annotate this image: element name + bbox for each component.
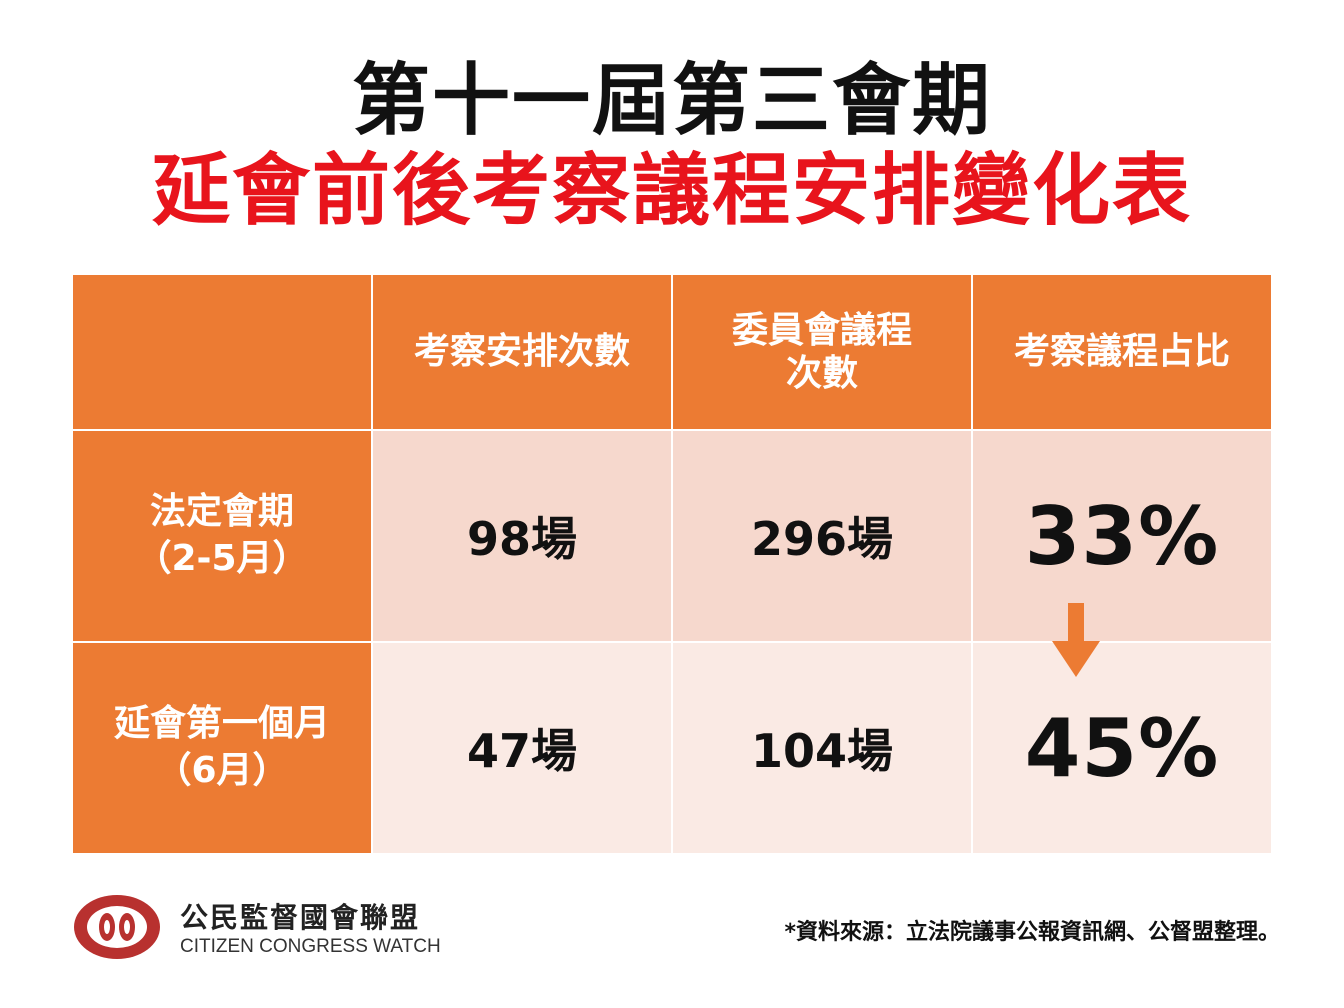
row-label-line1: 法定會期 — [149, 491, 294, 533]
row-label-line1: 延會第一個月 — [113, 703, 330, 745]
header-empty-cell — [73, 275, 371, 429]
citizen-congress-watch-logo — [74, 895, 160, 959]
cell-ratio-extended: 45% — [973, 643, 1271, 853]
cell-ratio-regular: 33% — [973, 431, 1271, 641]
cell-inspections-regular: 98場 — [373, 431, 671, 641]
row-label-extended-session: 延會第一個月 （6月） — [73, 643, 371, 853]
header-committee-sessions-line1: 委員會議程 — [731, 309, 912, 351]
header-committee-sessions: 委員會議程 次數 — [673, 275, 971, 429]
header-committee-sessions-line2: 次數 — [785, 353, 858, 394]
org-name-english: CITIZEN CONGRESS WATCH — [180, 936, 441, 957]
header-ratio: 考察議程占比 — [973, 275, 1271, 429]
row-label-regular-session: 法定會期 （2-5月） — [73, 431, 371, 641]
comparison-table: 考察安排次數 委員會議程 次數 考察議程占比 法定會期 （2-5月） 98場 2… — [73, 275, 1271, 856]
row-label-line2: （2-5月） — [135, 538, 309, 579]
arrow-down-icon — [1052, 603, 1100, 677]
page-subtitle: 延會前後考察議程安排變化表 — [151, 146, 1192, 236]
row-label-line2: （6月） — [155, 750, 289, 791]
page-title: 第十一屆第三會期 — [351, 56, 992, 146]
org-name-chinese: 公民監督國會聯盟 — [180, 901, 421, 934]
cell-inspections-extended: 47場 — [373, 643, 671, 853]
cell-committee-extended: 104場 — [673, 643, 971, 853]
cell-committee-regular: 296場 — [673, 431, 971, 641]
header-inspections: 考察安排次數 — [373, 275, 671, 429]
data-source-note: *資料來源：立法院議事公報資訊網、公督盟整理。 — [784, 920, 1280, 945]
